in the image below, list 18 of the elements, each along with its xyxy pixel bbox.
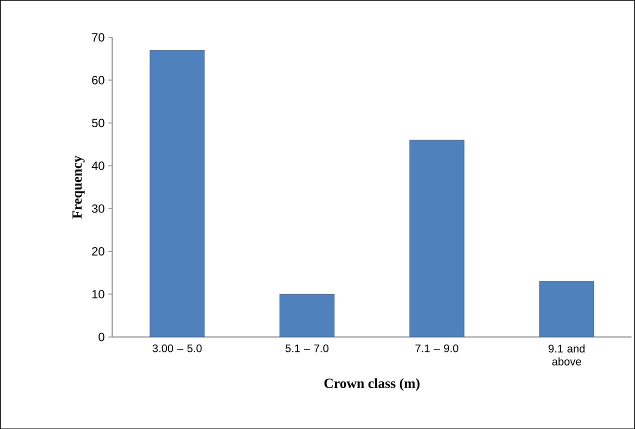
y-tick-label: 70 xyxy=(92,33,104,42)
y-tick-label: 0 xyxy=(98,332,104,342)
bar xyxy=(539,281,594,337)
x-tick-label: 5.1 – 7.0 xyxy=(286,344,328,352)
x-tick-label: 7.1 – 9.0 xyxy=(416,344,458,352)
x-axis-title: Crown class (m) xyxy=(324,378,420,391)
bar xyxy=(409,140,464,337)
y-tick-label: 20 xyxy=(92,247,104,256)
y-tick-label: 40 xyxy=(92,161,104,170)
x-tick-label: 9.1 and above xyxy=(548,344,585,366)
y-axis-title: Frequency xyxy=(72,156,85,218)
y-tick-label: 10 xyxy=(92,290,104,298)
y-tick-label: 60 xyxy=(92,76,104,84)
y-tick-label: 50 xyxy=(92,118,104,128)
bar xyxy=(280,294,334,337)
x-tick-label: 3.00 – 5.0 xyxy=(152,344,202,352)
bar xyxy=(150,50,205,337)
y-tick-label: 30 xyxy=(92,204,104,213)
